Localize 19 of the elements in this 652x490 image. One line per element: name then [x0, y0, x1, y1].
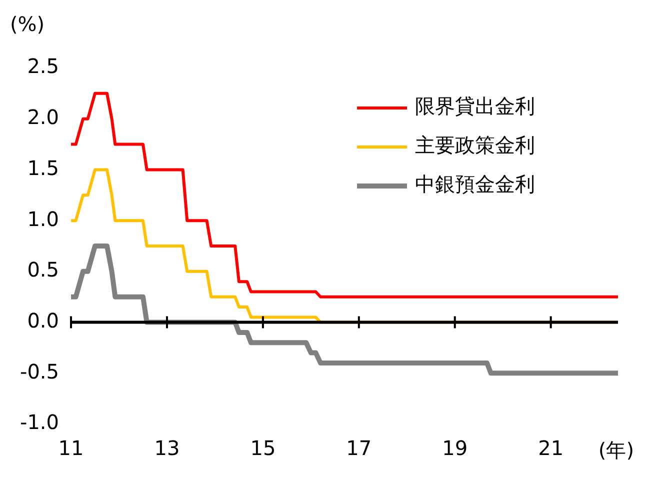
y-tick-label: 0.5: [27, 258, 60, 282]
y-tick-label: -0.5: [20, 359, 60, 384]
y-tick-label: 1.0: [27, 206, 60, 231]
x-axis-title: (年): [598, 438, 634, 462]
x-tick-label: 15: [250, 436, 276, 460]
y-axis-title: (%): [10, 12, 45, 36]
x-tick-label: 19: [442, 436, 468, 460]
legend-label: 中銀預金金利: [415, 172, 536, 196]
x-tick-label: 17: [346, 436, 372, 460]
legend-label: 主要政策金利: [415, 133, 536, 158]
legend-label: 限界貸出金利: [415, 94, 536, 118]
y-tick-label: 2.0: [27, 105, 60, 130]
x-tick-label: 21: [538, 436, 564, 460]
x-tick-label: 11: [58, 436, 84, 460]
x-tick-label: 13: [154, 436, 180, 460]
y-tick-label: 0.0: [27, 308, 60, 332]
y-tick-label: 1.5: [27, 156, 60, 180]
y-tick-label: 2.5: [27, 54, 60, 78]
y-tick-label: -1.0: [20, 410, 60, 434]
